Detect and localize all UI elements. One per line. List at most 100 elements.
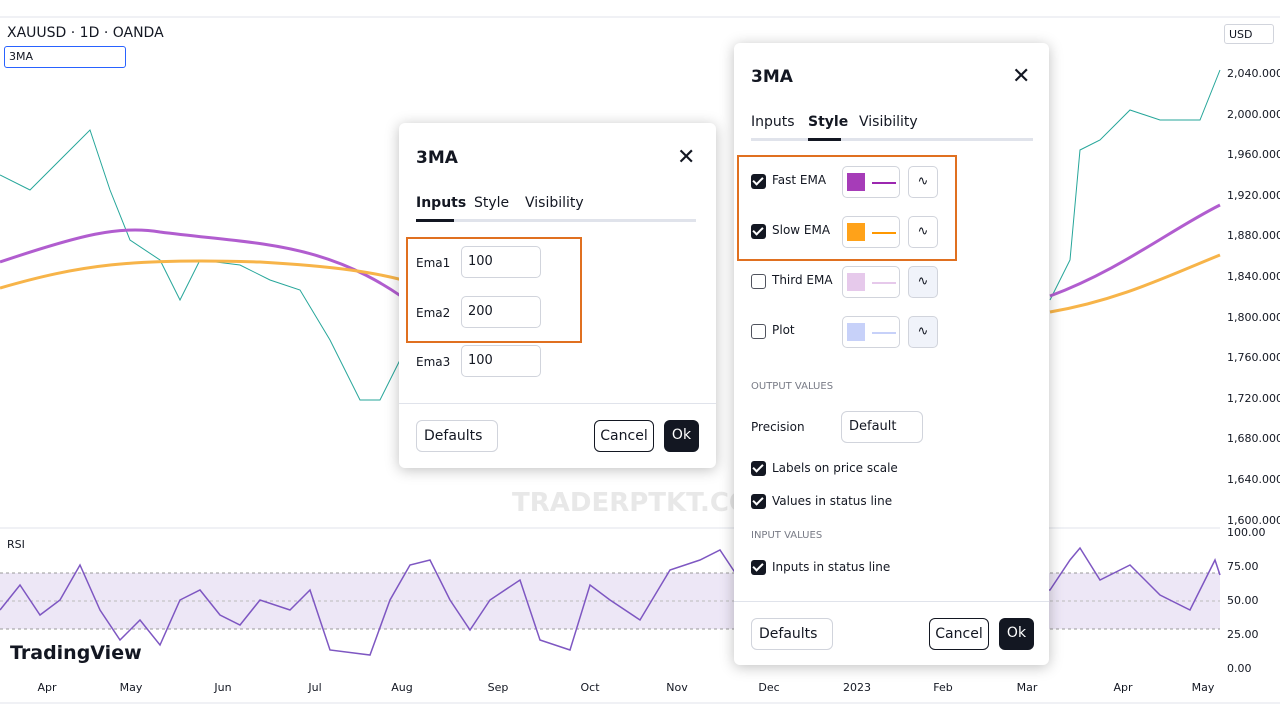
highlight — [737, 155, 957, 261]
price-label: 1,920.000 — [1227, 188, 1280, 202]
tab[interactable]: Style — [808, 114, 849, 130]
price-label: 1,800.000 — [1227, 310, 1280, 324]
slow-ema-right — [1049, 253, 1221, 314]
price-label: 1,640.000 — [1227, 473, 1280, 486]
tab-bar — [751, 138, 1033, 141]
time-label: Mar — [1016, 681, 1038, 694]
price-label: 2,000.000 — [1227, 107, 1280, 121]
time-label: Jun — [214, 681, 232, 694]
rsi-axis-label: 25.00 — [1227, 628, 1259, 641]
option-label: Values in status line — [772, 494, 893, 508]
color-swatch[interactable] — [842, 166, 900, 198]
rsi-axis-label: 50.00 — [1227, 594, 1259, 607]
tab[interactable]: Visibility — [859, 114, 918, 130]
fast-ema-right — [1049, 203, 1221, 298]
ok[interactable]: Ok — [664, 420, 699, 452]
dialog-title: 3MA — [416, 148, 458, 168]
price-label: 1,960.000 — [1227, 148, 1280, 162]
indicator-name: 3MA — [9, 50, 34, 63]
highlight — [406, 237, 582, 343]
plot-label: Slow EMA — [772, 223, 831, 237]
plot-style[interactable]: ∿ — [908, 316, 938, 348]
field-input[interactable]: 200 — [461, 296, 541, 328]
price-label: 1,720.000 — [1227, 391, 1280, 405]
fast-ema — [0, 228, 421, 312]
section-heading: OUTPUT VALUES — [751, 381, 834, 392]
checkbox[interactable] — [751, 174, 766, 189]
symbol: XAUUSD · 1D · OANDA — [7, 25, 164, 41]
inputs-dialog: 3MA ✕ Inputs Style Visibility Ema1 100 E… — [399, 123, 716, 468]
option-label: Inputs in status line — [772, 560, 891, 574]
time-label: Dec — [758, 681, 780, 694]
price-label: 1,600.000 — [1227, 513, 1280, 527]
checkbox[interactable] — [751, 274, 766, 289]
color-swatch[interactable] — [842, 266, 900, 298]
tab[interactable]: Inputs — [416, 195, 467, 211]
price-label: 2,040.000 — [1227, 67, 1280, 80]
style-dialog: 3MA ✕ Inputs Style Visibility Fast EMA ∿ S… — [734, 43, 1049, 665]
precision-select[interactable]: Default — [841, 411, 923, 443]
rsi-label: RSI — [7, 538, 25, 551]
currency[interactable]: USD — [1224, 24, 1274, 44]
ok[interactable]: Ok — [999, 618, 1034, 650]
cancel[interactable]: Cancel — [929, 618, 989, 650]
close[interactable]: ✕ — [1012, 64, 1031, 89]
rsi-axis-label: 100.00 — [1227, 526, 1266, 539]
checkbox[interactable] — [751, 224, 766, 239]
time-label: Aug — [391, 681, 413, 694]
rsi-axis-label: 75.00 — [1227, 560, 1259, 573]
dialog-title: 3MA — [751, 67, 793, 87]
watermark: TRADERPTKT.COM — [512, 488, 777, 518]
time-label: May — [119, 681, 143, 694]
field-label: Ema3 — [416, 355, 451, 369]
logo: TradingView — [10, 642, 142, 664]
time-label: Nov — [666, 681, 688, 694]
price-label: 1,880.000 — [1227, 229, 1280, 243]
checkbox[interactable] — [751, 494, 766, 509]
time-label: Sep — [487, 681, 509, 694]
field-input[interactable]: 100 — [461, 345, 541, 377]
tab[interactable]: Visibility — [525, 195, 584, 211]
field-label: Ema1 — [416, 256, 451, 270]
price-label: 1,840.000 — [1227, 270, 1280, 283]
color-swatch[interactable] — [842, 216, 900, 248]
separator — [399, 403, 716, 404]
plot-label: Third EMA — [772, 273, 833, 287]
field-label: Ema2 — [416, 306, 451, 320]
plot-style[interactable]: ∿ — [908, 266, 938, 298]
time-label: Jul — [308, 681, 322, 694]
tab[interactable]: Inputs — [751, 114, 795, 130]
checkbox[interactable] — [751, 560, 766, 575]
plot-label: Plot — [772, 323, 795, 337]
option-label: Labels on price scale — [772, 461, 898, 475]
field-input[interactable]: 100 — [461, 246, 541, 278]
cancel[interactable]: Cancel — [594, 420, 654, 452]
rsi-line — [0, 546, 1221, 656]
price-label: 1,760.000 — [1227, 351, 1280, 365]
time-label: Apr — [37, 681, 57, 694]
section-heading: INPUT VALUES — [751, 530, 823, 541]
checkbox[interactable] — [751, 461, 766, 476]
price-line — [0, 129, 461, 401]
defaults[interactable]: Defaults — [751, 618, 833, 650]
time-label: Oct — [580, 681, 600, 694]
tab[interactable]: Style — [474, 195, 510, 211]
plot-style[interactable]: ∿ — [908, 216, 938, 248]
color-swatch[interactable] — [842, 316, 900, 348]
indicator-legend[interactable]: 3MA — [4, 46, 126, 68]
tab-bar — [416, 219, 696, 222]
time-label: 2023 — [843, 681, 871, 694]
checkbox[interactable] — [751, 324, 766, 339]
defaults[interactable]: Defaults — [416, 420, 498, 452]
price-label: 1,680.000 — [1227, 432, 1280, 446]
separator — [734, 601, 1049, 602]
slow-ema — [0, 259, 421, 290]
time-label: May — [1191, 681, 1215, 694]
precision-label: Precision — [751, 420, 805, 434]
price-line-right — [1049, 69, 1221, 301]
close[interactable]: ✕ — [677, 145, 696, 170]
time-label: Feb — [933, 681, 953, 694]
time-label: Apr — [1113, 681, 1133, 694]
plot-style[interactable]: ∿ — [908, 166, 938, 198]
